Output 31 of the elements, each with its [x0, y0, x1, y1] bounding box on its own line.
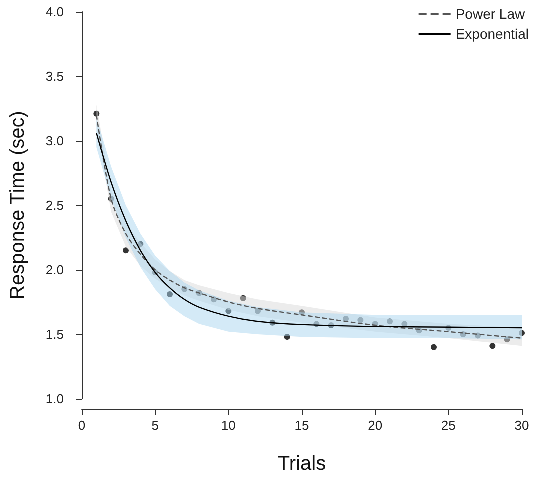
- point: [299, 310, 305, 316]
- x-tick-label: 5: [152, 418, 159, 433]
- legend-label: Exponential: [456, 26, 530, 42]
- x-tick-label: 15: [294, 418, 310, 433]
- x-tick-label: 20: [368, 418, 383, 433]
- x-tick-label: 10: [221, 418, 236, 433]
- point: [358, 317, 364, 324]
- y-tick-label: 2.0: [46, 262, 64, 278]
- point: [123, 248, 129, 254]
- point: [431, 344, 437, 350]
- x-axis-title: Trials: [278, 453, 326, 475]
- y-tick-label: 2.5: [46, 198, 64, 213]
- point: [519, 330, 525, 336]
- y-tick-label: 4.0: [46, 4, 64, 20]
- point: [167, 292, 173, 298]
- x-tick-label: 30: [514, 418, 530, 433]
- point: [226, 308, 232, 314]
- point: [240, 295, 246, 302]
- point: [387, 318, 393, 325]
- x-tick-label: 25: [441, 418, 456, 433]
- y-tick-label: 3.5: [46, 69, 64, 84]
- legend-label: Power Law: [456, 6, 526, 22]
- point: [284, 334, 290, 340]
- x-tick-label: 0: [78, 418, 86, 433]
- y-axis-title: Response Time (sec): [7, 111, 29, 300]
- y-tick-label: 1.5: [46, 327, 64, 342]
- y-tick-label: 1.0: [46, 392, 64, 406]
- point: [138, 241, 144, 248]
- point: [490, 343, 496, 350]
- y-tick-label: 3.0: [46, 134, 64, 148]
- point: [504, 336, 510, 343]
